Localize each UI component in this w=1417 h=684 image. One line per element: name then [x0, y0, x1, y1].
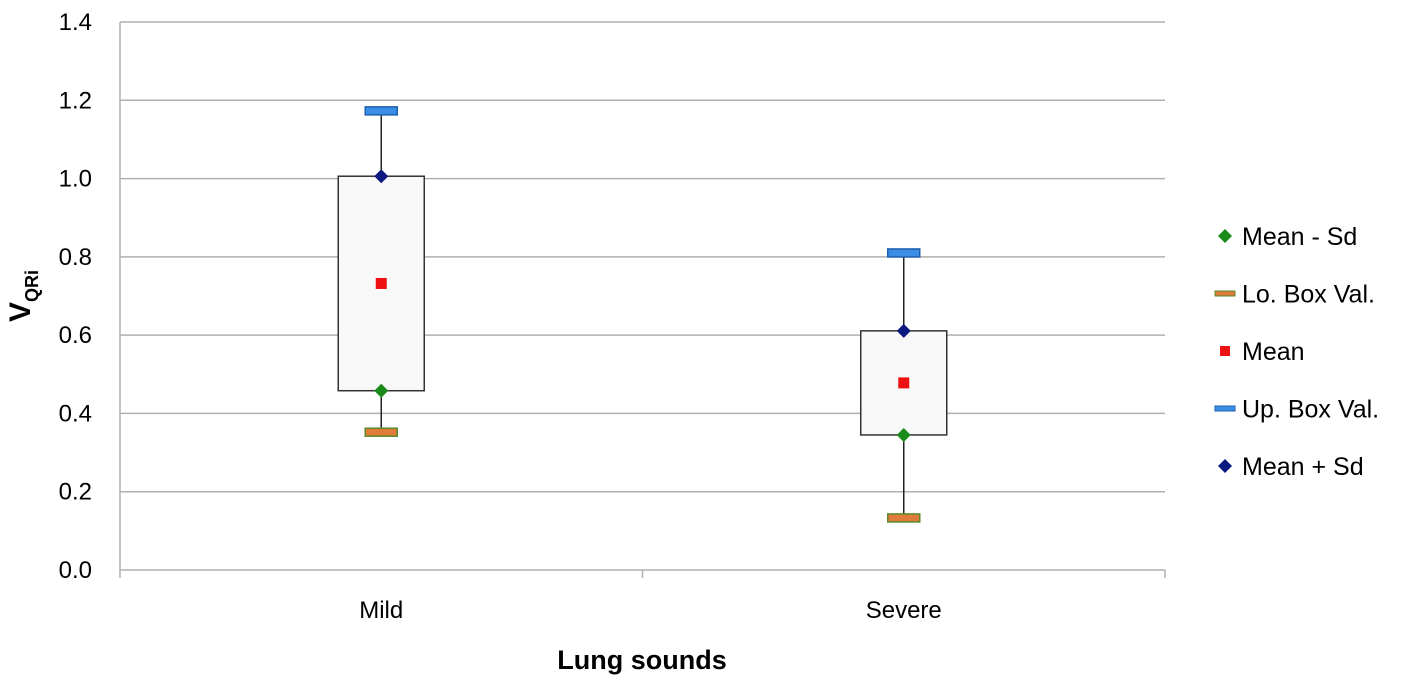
marker-mean — [898, 377, 910, 389]
legend-label: Lo. Box Val. — [1242, 281, 1375, 309]
y-tick-label: 0.4 — [59, 400, 92, 427]
x-tick-labels: Mild Severe — [359, 597, 942, 624]
legend-label: Mean - Sd — [1242, 223, 1357, 251]
y-tick-label: 0.6 — [59, 322, 92, 349]
legend-swatch — [1218, 459, 1232, 473]
legend-label: Mean + Sd — [1242, 453, 1364, 481]
data-markers — [364, 106, 921, 523]
y-tick-label: 1.2 — [59, 87, 92, 114]
y-axis-title-subscript: QRi — [22, 270, 42, 302]
marker-up-box-val — [887, 248, 921, 258]
marker-mean-sd — [374, 383, 389, 398]
marker-up-box-val — [364, 106, 398, 116]
legend-label: Mean — [1242, 338, 1305, 366]
x-axis-title: Lung sounds — [557, 645, 726, 675]
legend-swatch — [1214, 405, 1236, 412]
legend-swatch — [1220, 346, 1230, 356]
y-axis-title: VQRi — [4, 270, 42, 322]
x-tick-label: Severe — [866, 597, 942, 624]
legend-swatch — [1214, 290, 1236, 297]
y-tick-label: 1.4 — [59, 9, 92, 36]
legend-swatch — [1218, 229, 1232, 243]
y-axis-title-main: V — [4, 302, 37, 322]
y-tick-label: 0.2 — [59, 479, 92, 506]
y-tick-label: 1.0 — [59, 166, 92, 193]
marker-lo-box-val — [887, 513, 921, 523]
boxes — [337, 110, 948, 518]
marker-mean-sd — [374, 169, 389, 184]
gridlines — [120, 21, 1165, 493]
legend-label: Up. Box Val. — [1242, 396, 1379, 424]
axes — [119, 22, 1166, 578]
marker-lo-box-val — [364, 427, 398, 437]
marker-mean-sd — [896, 427, 911, 442]
x-tick-label: Mild — [359, 597, 403, 624]
y-tick-label: 0.8 — [59, 244, 92, 271]
legend: Mean - Sd Lo. Box Val. Mean Up. Box Val. Mea… — [1214, 223, 1379, 481]
marker-mean — [375, 277, 387, 289]
marker-mean-sd — [896, 323, 911, 338]
y-tick-label: 0.0 — [59, 557, 92, 584]
y-tick-labels: 0.0 0.2 0.4 0.6 0.8 1.0 1.2 1.4 — [59, 9, 92, 584]
